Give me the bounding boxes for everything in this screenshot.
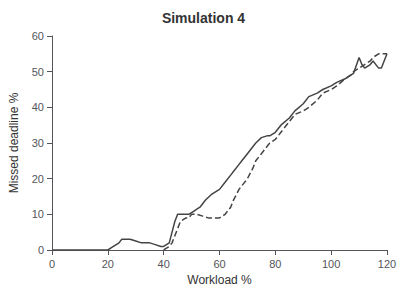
svg-text:30: 30 xyxy=(32,137,44,149)
svg-text:50: 50 xyxy=(32,66,44,78)
svg-text:Workload %: Workload % xyxy=(187,273,252,287)
svg-text:60: 60 xyxy=(32,30,44,42)
svg-text:40: 40 xyxy=(32,101,44,113)
svg-text:80: 80 xyxy=(269,258,281,270)
svg-text:20: 20 xyxy=(32,173,44,185)
svg-text:Simulation 4: Simulation 4 xyxy=(162,10,245,26)
svg-text:40: 40 xyxy=(158,258,170,270)
svg-text:0: 0 xyxy=(49,258,55,270)
svg-text:0: 0 xyxy=(38,244,44,256)
svg-text:100: 100 xyxy=(322,258,340,270)
svg-text:Missed deadline %: Missed deadline % xyxy=(7,92,21,193)
svg-text:10: 10 xyxy=(32,208,44,220)
svg-text:20: 20 xyxy=(102,258,114,270)
svg-text:60: 60 xyxy=(213,258,225,270)
svg-text:120: 120 xyxy=(378,258,396,270)
